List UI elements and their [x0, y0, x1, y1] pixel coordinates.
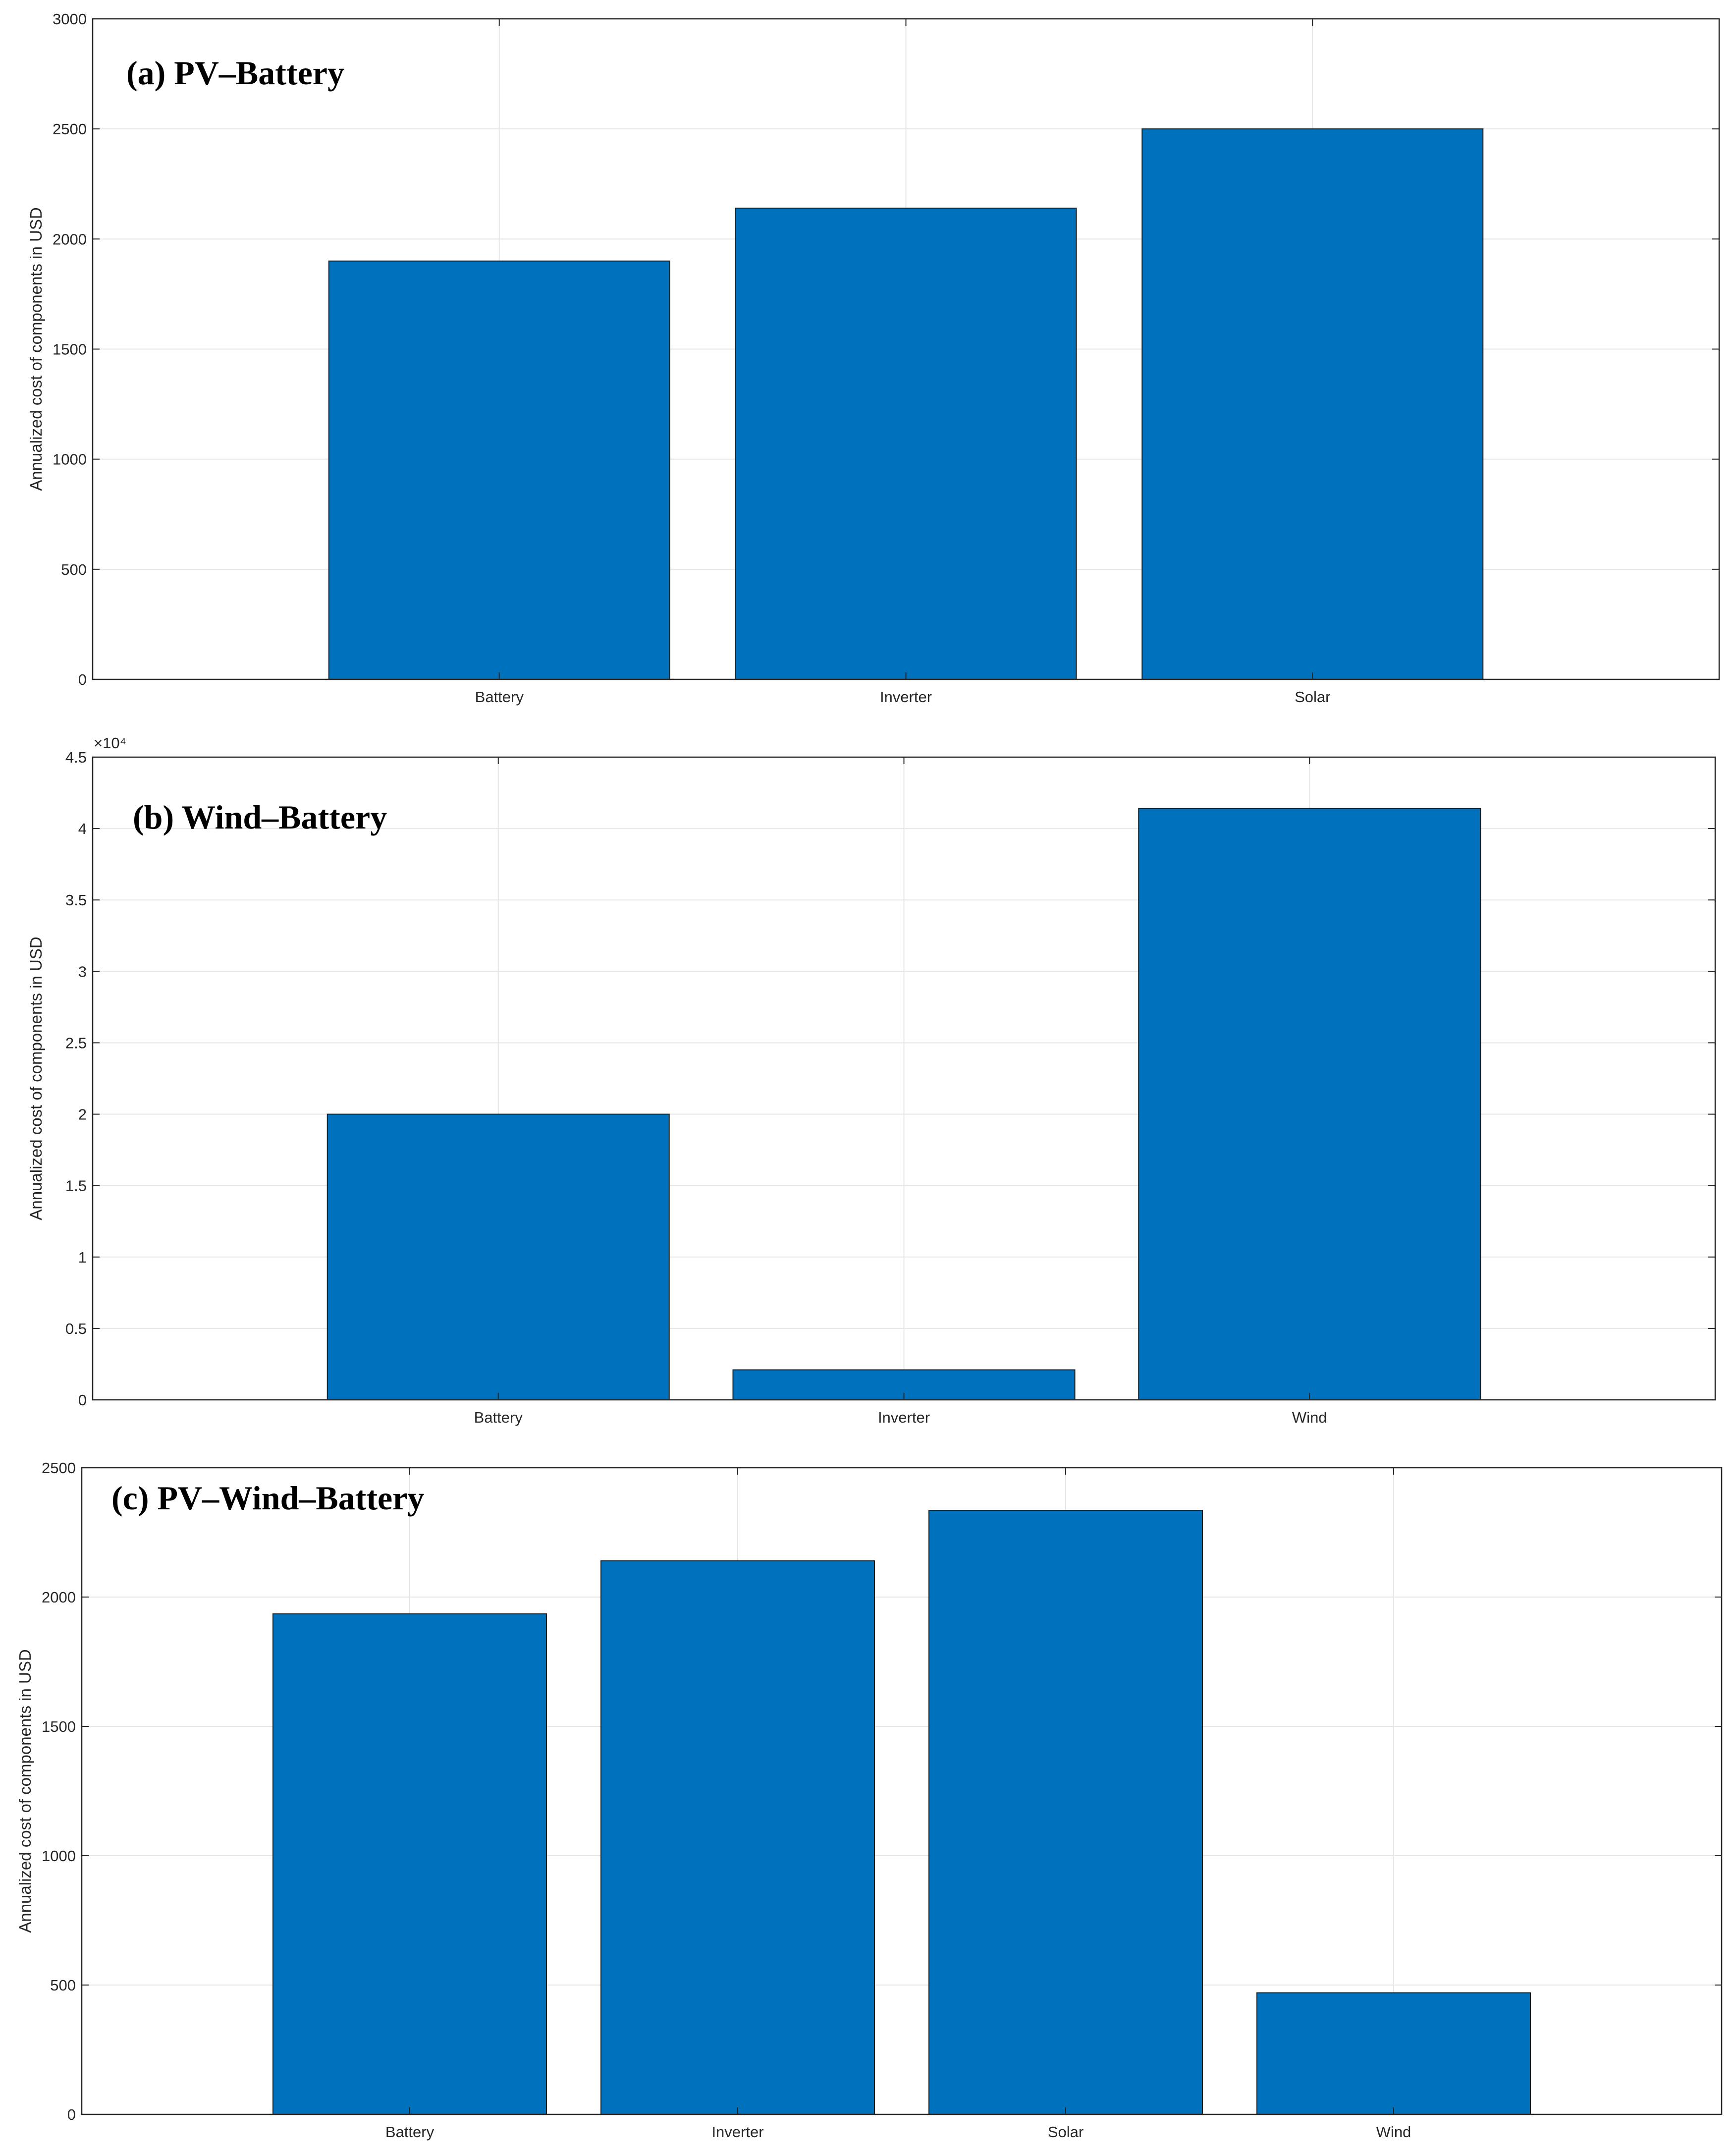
bar-battery: [326, 1113, 670, 1401]
y-tick-label: 0: [78, 1391, 87, 1409]
y-tick-label: 2.5: [65, 1034, 87, 1051]
x-tick-label: Solar: [1295, 688, 1330, 706]
bar-wind: [1256, 1992, 1531, 2115]
y-tick-label: 2500: [53, 120, 87, 138]
y-tick-label: 4.5: [65, 749, 87, 766]
x-tick-label: Inverter: [880, 688, 932, 706]
y-axis-label: Annualized cost of components in USD: [16, 1649, 34, 1933]
bar-solar: [928, 1510, 1203, 2115]
y-tick-label: 500: [61, 561, 87, 578]
x-tick-label: Solar: [1048, 2123, 1084, 2141]
x-tick-label: Battery: [475, 688, 524, 706]
bar-battery: [272, 1613, 547, 2115]
y-tick-label: 2500: [42, 1459, 76, 1477]
y-tick-label: 3.5: [65, 891, 87, 909]
y-tick-label: 2000: [42, 1589, 76, 1606]
bar-inverter: [600, 1560, 875, 2115]
x-tick-label: Inverter: [711, 2123, 763, 2141]
y-tick-label: 0: [67, 2106, 76, 2123]
chart-panel-3: 0 500 1000 1500 2000 2500 Battery Inverter Solar…: [16, 1459, 1723, 2141]
axes-box: [81, 1467, 1723, 2115]
bar-wind: [1138, 808, 1481, 1400]
panel-title: (c) PV–Wind–Battery: [111, 1479, 424, 1517]
x-tick-label: Inverter: [878, 1409, 930, 1426]
y-tick-label: 1000: [42, 1847, 76, 1865]
y-tick-label: 3000: [53, 10, 87, 28]
bar-battery: [328, 260, 670, 680]
y-tick-label: 1000: [53, 451, 87, 468]
y-tick-label: 1500: [42, 1718, 76, 1735]
x-tick-label: Battery: [385, 2123, 434, 2141]
y-tick-label: 2: [78, 1106, 87, 1123]
x-tick-label: Wind: [1376, 2123, 1411, 2141]
y-tick-label: 4: [78, 820, 87, 837]
panel-title: (a) PV–Battery: [126, 54, 344, 92]
y-tick-label: 0: [78, 671, 87, 688]
y-tick-label: 2000: [53, 230, 87, 248]
y-tick-label: 1: [78, 1249, 87, 1266]
y-tick-label: 0.5: [65, 1320, 87, 1337]
y-axis-label: Annualized cost of components in USD: [27, 207, 45, 491]
y-exponent-label: ×10⁴: [94, 734, 126, 752]
bar-inverter: [735, 208, 1077, 680]
y-axis-label: Annualized cost of components in USD: [27, 937, 45, 1220]
chart-panel-1: 0 500 1000 1500 2000 2500 3000 Battery Inverter S…: [27, 10, 1720, 706]
y-tick-label: 1.5: [65, 1177, 87, 1195]
panel-title: (b) Wind–Battery: [133, 798, 387, 836]
y-tick-label: 1500: [53, 341, 87, 358]
y-tick-label: 500: [50, 1977, 76, 1994]
bar-solar: [1141, 128, 1484, 680]
chart-panel-2: 0 0.5 1 1.5 2 2.5 3 3.5 4 4.5 Battery Inverter Wind ×…: [27, 734, 1716, 1426]
x-tick-label: Battery: [474, 1409, 523, 1426]
y-tick-label: 3: [78, 963, 87, 980]
x-tick-label: Wind: [1292, 1409, 1327, 1426]
